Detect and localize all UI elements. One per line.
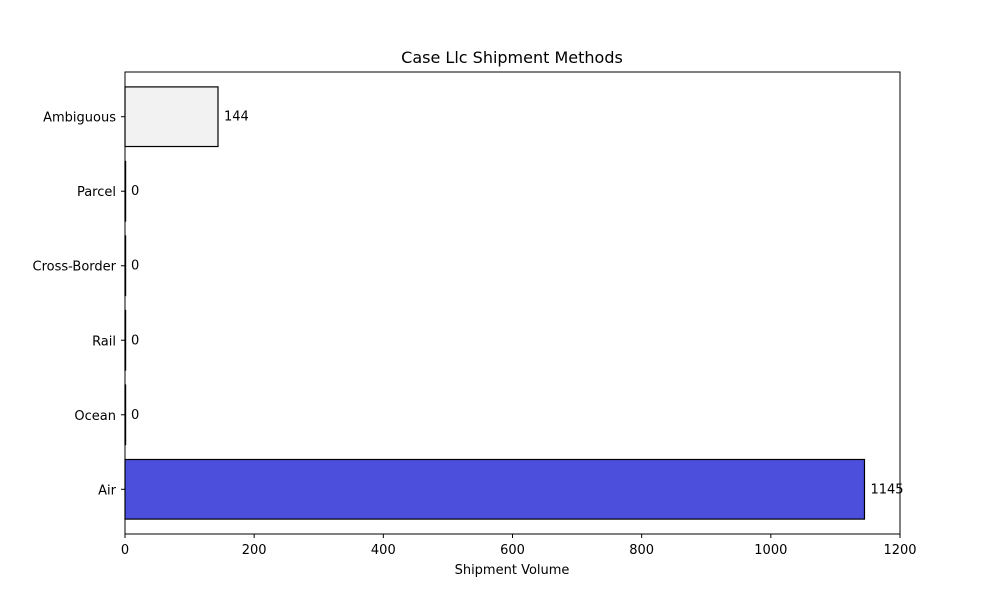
x-tick-label: 600	[500, 543, 525, 558]
x-tick-label: 800	[629, 543, 654, 558]
x-tick-label: 200	[242, 543, 267, 558]
x-tick-label: 0	[121, 543, 129, 558]
y-tick-label: Ambiguous	[43, 111, 116, 126]
y-tick-label: Rail	[92, 334, 116, 349]
x-tick-label: 1000	[754, 543, 787, 558]
y-tick-label: Cross-Border	[33, 260, 117, 275]
data-label-ambiguous: 144	[224, 110, 249, 125]
bar-ambiguous	[124, 86, 219, 148]
data-labels-group: 1145 0 0 0 0 144	[131, 110, 904, 498]
y-tick-label: Air	[98, 483, 117, 498]
data-label-rail: 0	[131, 333, 139, 348]
y-axis: Air Ocean Rail Cross-Border Parcel Ambiguous	[33, 111, 125, 498]
y-tick-label: Parcel	[77, 185, 116, 200]
chart-title: Case Llc Shipment Methods	[401, 48, 623, 67]
x-tick-label: 400	[371, 543, 396, 558]
x-axis: 0 200 400 600 800 1000 1200	[121, 534, 917, 558]
data-label-cross-border: 0	[131, 259, 139, 274]
x-tick-label: 1200	[883, 543, 916, 558]
data-label-ocean: 0	[131, 408, 139, 423]
data-label-parcel: 0	[131, 184, 139, 199]
y-tick-label: Ocean	[74, 409, 116, 424]
bars-group	[124, 86, 866, 520]
data-label-air: 1145	[870, 482, 903, 497]
x-axis-label: Shipment Volume	[455, 563, 570, 578]
bar-air	[124, 458, 866, 520]
